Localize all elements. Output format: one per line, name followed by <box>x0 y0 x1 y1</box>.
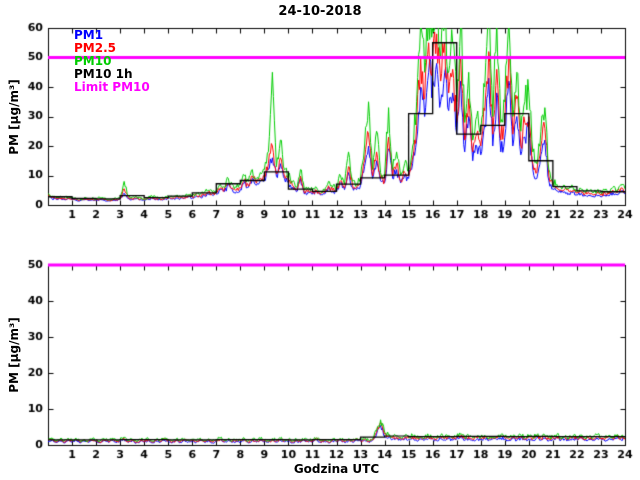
legend-item-pm10: PM10 <box>74 54 112 68</box>
chart-title: 24-10-2018 <box>278 4 362 19</box>
legend-item-pm1: PM1 <box>74 28 104 42</box>
y-axis-label-bottom: PM [µg/m³] <box>7 317 21 393</box>
legend: PM1 PM2.5 PM10 PM10 1h Limit PM10 <box>74 29 150 94</box>
legend-item-pm25: PM2.5 <box>74 41 116 55</box>
x-axis-label: Godzina UTC <box>293 462 380 476</box>
legend-item-limit-pm10: Limit PM10 <box>74 80 150 94</box>
legend-item-pm10-1h: PM10 1h <box>74 67 133 81</box>
y-axis-label-top: PM [µg/m³] <box>7 79 21 155</box>
